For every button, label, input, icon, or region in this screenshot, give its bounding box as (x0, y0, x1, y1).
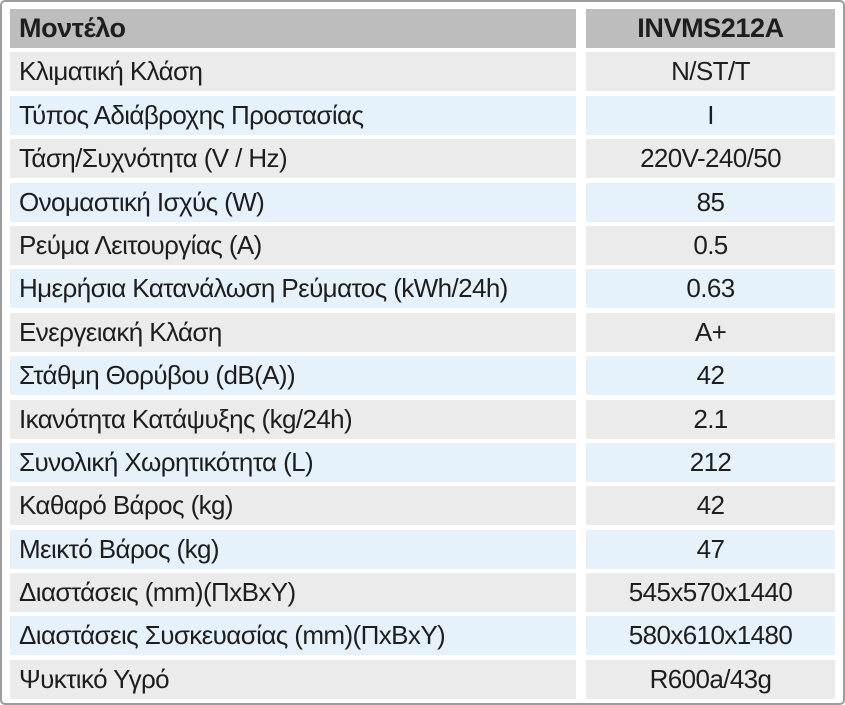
spec-label: Ψυκτικό Υγρό (10, 659, 576, 699)
table-row: Κλιματική Κλάση N/ST/T (10, 52, 835, 92)
spec-label: Καθαρό Βάρος (kg) (10, 486, 576, 526)
table-row: Διαστάσεις Συσκευασίας (mm)(ΠxΒxΥ) 580x6… (10, 616, 835, 656)
spec-value: 580x610x1480 (586, 616, 835, 656)
spec-value: A+ (586, 312, 835, 352)
spec-table: Μοντέλο INVMS212A Κλιματική Κλάση N/ST/T… (10, 9, 835, 699)
table-row: Διαστάσεις (mm)(ΠxΒxΥ) 545x570x1440 (10, 573, 835, 613)
header-model-label: Μοντέλο (10, 9, 576, 48)
table-row: Ικανότητα Κατάψυξης (kg/24h) 2.1 (10, 399, 835, 439)
spec-value: 85 (586, 182, 835, 222)
spec-value: I (586, 95, 835, 135)
spec-label: Τάση/Συχνότητα (V / Hz) (10, 139, 576, 179)
table-row: Ημερήσια Κατανάλωση Ρεύματος (kWh/24h) 0… (10, 269, 835, 309)
table-row: Τάση/Συχνότητα (V / Hz) 220V-240/50 (10, 139, 835, 179)
spec-label: Ρεύμα Λειτουργίας (A) (10, 225, 576, 265)
header-model-value: INVMS212A (586, 9, 835, 48)
spec-label: Τύπος Αδιάβροχης Προστασίας (10, 95, 576, 135)
spec-value: 42 (586, 486, 835, 526)
spec-label: Διαστάσεις Συσκευασίας (mm)(ΠxΒxΥ) (10, 616, 576, 656)
spec-label: Μεικτό Βάρος (kg) (10, 529, 576, 569)
spec-label: Κλιματική Κλάση (10, 52, 576, 92)
table-row: Ονομαστική Ισχύς (W) 85 (10, 182, 835, 222)
table-row: Τύπος Αδιάβροχης Προστασίας I (10, 95, 835, 135)
spec-value: 47 (586, 529, 835, 569)
spec-label: Ενεργειακή Κλάση (10, 312, 576, 352)
spec-label: Ικανότητα Κατάψυξης (kg/24h) (10, 399, 576, 439)
spec-value: 220V-240/50 (586, 139, 835, 179)
spec-value: R600a/43g (586, 659, 835, 699)
table-row: Μεικτό Βάρος (kg) 47 (10, 529, 835, 569)
spec-label: Στάθμη Θορύβου (dB(A)) (10, 356, 576, 396)
spec-value: 0.5 (586, 225, 835, 265)
spec-label: Ημερήσια Κατανάλωση Ρεύματος (kWh/24h) (10, 269, 576, 309)
spec-value: 42 (586, 356, 835, 396)
spec-value: 545x570x1440 (586, 573, 835, 613)
table-row: Συνολική Χωρητικότητα (L) 212 (10, 442, 835, 482)
spec-value: 0.63 (586, 269, 835, 309)
table-row: Ρεύμα Λειτουργίας (A) 0.5 (10, 225, 835, 265)
table-row: Ψυκτικό Υγρό R600a/43g (10, 659, 835, 699)
spec-label: Ονομαστική Ισχύς (W) (10, 182, 576, 222)
spec-value: 2.1 (586, 399, 835, 439)
spec-label: Διαστάσεις (mm)(ΠxΒxΥ) (10, 573, 576, 613)
table-row: Στάθμη Θορύβου (dB(A)) 42 (10, 356, 835, 396)
table-row: Καθαρό Βάρος (kg) 42 (10, 486, 835, 526)
spec-value: N/ST/T (586, 52, 835, 92)
spec-label: Συνολική Χωρητικότητα (L) (10, 442, 576, 482)
table-header-row: Μοντέλο INVMS212A (10, 9, 835, 48)
table-row: Ενεργειακή Κλάση A+ (10, 312, 835, 352)
spec-value: 212 (586, 442, 835, 482)
